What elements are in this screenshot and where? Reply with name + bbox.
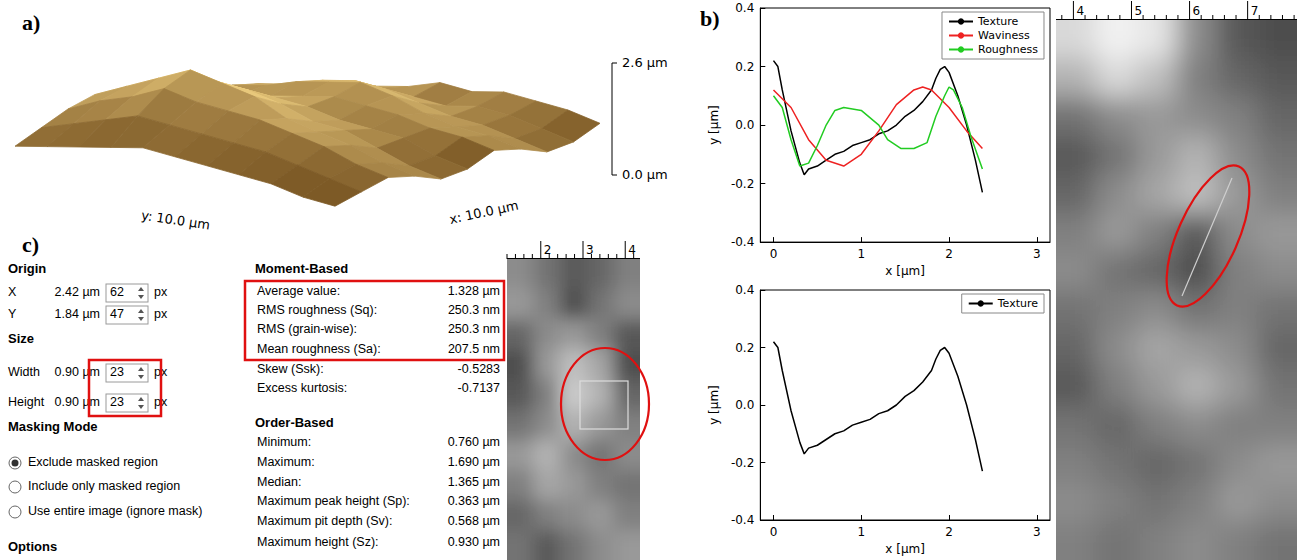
- svg-text:Options: Options: [8, 539, 57, 554]
- svg-text:Y: Y: [8, 307, 17, 321]
- svg-text:1.690 µm: 1.690 µm: [448, 455, 500, 469]
- svg-text:1: 1: [857, 247, 865, 261]
- svg-text:0.4: 0.4: [735, 283, 754, 297]
- svg-text:Maximum height (Sz):: Maximum height (Sz):: [257, 535, 379, 549]
- svg-text:0.930 µm: 0.930 µm: [448, 535, 500, 549]
- svg-text:Exclude masked region: Exclude masked region: [28, 455, 158, 469]
- svg-text:250.3 nm: 250.3 nm: [448, 303, 500, 317]
- svg-text:RMS roughness (Sq):: RMS roughness (Sq):: [257, 303, 377, 317]
- svg-text:c): c): [22, 232, 39, 257]
- svg-text:-0.4: -0.4: [731, 513, 754, 527]
- svg-text:62: 62: [110, 285, 124, 299]
- svg-text:2: 2: [544, 243, 552, 257]
- svg-text:Maximum pit depth (Sv):: Maximum pit depth (Sv):: [257, 514, 392, 528]
- svg-text:4: 4: [1076, 4, 1084, 18]
- svg-text:Width: Width: [8, 365, 40, 379]
- svg-text:1: 1: [857, 525, 865, 539]
- svg-text:3: 3: [1033, 247, 1041, 261]
- svg-text:y [µm]: y [µm]: [707, 105, 721, 145]
- svg-text:x [µm]: x [µm]: [885, 264, 925, 278]
- svg-text:y [µm]: y [µm]: [707, 385, 721, 425]
- svg-text:5: 5: [1134, 4, 1142, 18]
- svg-text:6: 6: [1193, 4, 1201, 18]
- svg-text:Height: Height: [8, 395, 45, 409]
- svg-text:Size: Size: [8, 331, 34, 346]
- svg-text:Origin: Origin: [8, 261, 46, 276]
- svg-text:Maximum:: Maximum:: [257, 455, 315, 469]
- svg-text:47: 47: [110, 307, 124, 321]
- svg-text:0.4: 0.4: [735, 1, 754, 15]
- svg-text:0.760 µm: 0.760 µm: [448, 435, 500, 449]
- svg-text:3: 3: [1033, 525, 1041, 539]
- svg-text:px: px: [154, 307, 168, 321]
- svg-text:7: 7: [1251, 4, 1259, 18]
- svg-text:x: 10.0 µm: x: 10.0 µm: [448, 198, 520, 227]
- svg-text:Excess kurtosis:: Excess kurtosis:: [257, 381, 347, 395]
- svg-text:px: px: [154, 395, 168, 410]
- svg-text:Minimum:: Minimum:: [257, 435, 311, 449]
- svg-text:Use entire image (ignore mask): Use entire image (ignore mask): [28, 504, 202, 518]
- svg-text:Skew (Ssk):: Skew (Ssk):: [257, 362, 324, 376]
- svg-text:207.5 nm: 207.5 nm: [448, 342, 500, 356]
- svg-text:-0.2: -0.2: [731, 177, 754, 191]
- svg-text:Waviness: Waviness: [978, 29, 1030, 42]
- svg-text:23: 23: [110, 395, 124, 409]
- svg-text:px: px: [154, 285, 168, 299]
- svg-text:px: px: [154, 365, 168, 380]
- svg-text:0.2: 0.2: [735, 60, 754, 74]
- svg-text:b): b): [700, 6, 720, 31]
- svg-text:Texture: Texture: [977, 15, 1018, 28]
- svg-text:RMS (grain-wise):: RMS (grain-wise):: [257, 322, 357, 336]
- svg-text:0.2: 0.2: [735, 341, 754, 355]
- svg-text:y: 10.0 µm: y: 10.0 µm: [140, 208, 211, 233]
- svg-text:0.90 µm: 0.90 µm: [55, 365, 100, 379]
- svg-text:1.84 µm: 1.84 µm: [55, 307, 100, 321]
- svg-text:x [µm]: x [µm]: [885, 542, 925, 556]
- svg-text:Maximum peak height (Sp):: Maximum peak height (Sp):: [257, 494, 410, 508]
- svg-text:Texture: Texture: [997, 297, 1038, 310]
- svg-text:Median:: Median:: [257, 475, 301, 489]
- svg-text:2: 2: [945, 525, 953, 539]
- svg-text:Order-Based: Order-Based: [255, 415, 334, 430]
- svg-text:1.328 µm: 1.328 µm: [448, 284, 500, 298]
- svg-text:-0.5283: -0.5283: [458, 362, 500, 376]
- svg-text:0.90 µm: 0.90 µm: [55, 395, 100, 409]
- svg-text:a): a): [22, 10, 40, 35]
- svg-text:-0.7137: -0.7137: [458, 381, 500, 395]
- svg-text:0.363 µm: 0.363 µm: [448, 494, 500, 508]
- svg-text:3: 3: [586, 243, 594, 257]
- svg-text:0: 0: [770, 247, 778, 261]
- svg-text:Mean roughness (Sa):: Mean roughness (Sa):: [257, 342, 381, 356]
- svg-text:0.0: 0.0: [735, 118, 754, 132]
- svg-text:Include only masked region: Include only masked region: [28, 479, 180, 493]
- svg-text:2.6 µm: 2.6 µm: [622, 55, 668, 70]
- svg-text:X: X: [8, 285, 17, 299]
- svg-text:1.365 µm: 1.365 µm: [448, 475, 500, 489]
- svg-text:2: 2: [945, 247, 953, 261]
- svg-text:-0.4: -0.4: [731, 235, 754, 249]
- svg-text:Roughness: Roughness: [978, 43, 1038, 56]
- svg-text:0.0: 0.0: [735, 398, 754, 412]
- svg-text:Masking Mode: Masking Mode: [8, 419, 98, 434]
- svg-text:2.42 µm: 2.42 µm: [55, 285, 100, 299]
- svg-text:0: 0: [770, 525, 778, 539]
- svg-text:4: 4: [628, 243, 636, 257]
- svg-text:Moment-Based: Moment-Based: [255, 261, 348, 276]
- svg-text:23: 23: [110, 365, 124, 379]
- svg-text:0.568 µm: 0.568 µm: [448, 514, 500, 528]
- svg-text:-0.2: -0.2: [731, 456, 754, 470]
- svg-text:Average value:: Average value:: [257, 284, 340, 298]
- svg-text:0.0 µm: 0.0 µm: [622, 167, 668, 182]
- svg-text:250.3 nm: 250.3 nm: [448, 322, 500, 336]
